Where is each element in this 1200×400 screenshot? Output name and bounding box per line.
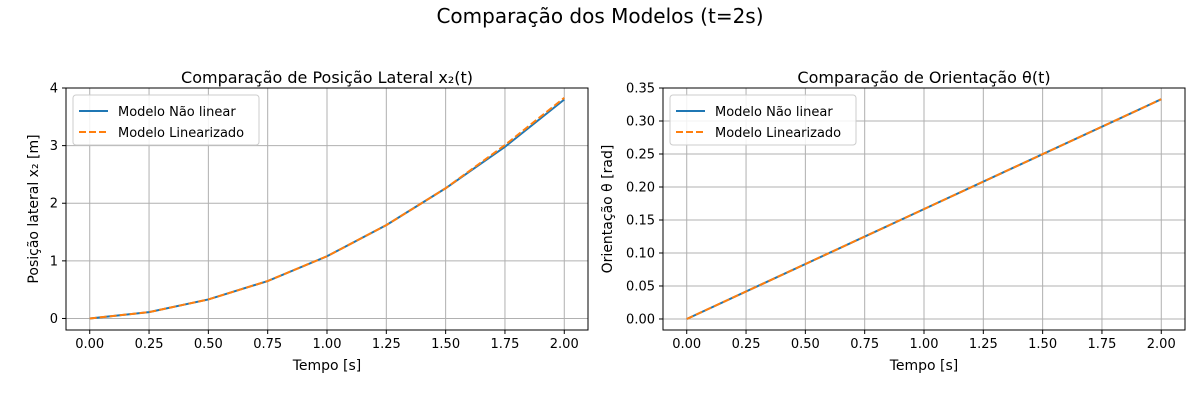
x-tick-label: 0.25 xyxy=(732,337,761,352)
x-tick-label: 0.50 xyxy=(791,337,820,352)
x-tick-label: 0.75 xyxy=(850,337,879,352)
x-tick-label: 0.00 xyxy=(75,337,104,352)
y-tick-label: 0.20 xyxy=(626,180,655,195)
y-tick-label: 0.15 xyxy=(626,213,655,228)
y-tick-label: 1 xyxy=(50,254,58,269)
plot-title: Comparação de Posição Lateral x₂(t) xyxy=(181,68,473,87)
legend-label-nonlinear: Modelo Não linear xyxy=(118,105,236,120)
series-line-linearized xyxy=(686,98,1162,320)
legend-box xyxy=(72,94,260,146)
y-tick-label: 0.25 xyxy=(626,147,655,162)
y-axis-label: Posição lateral x₂ [m] xyxy=(26,134,42,283)
y-tick-label: 0.10 xyxy=(626,246,655,261)
x-tick-label: 0.75 xyxy=(253,337,282,352)
x-tick-label: 1.75 xyxy=(1087,337,1116,352)
x-axis-label: Tempo [s] xyxy=(889,358,959,374)
y-tick-label: 0 xyxy=(50,312,58,327)
x-tick-label: 0.50 xyxy=(194,337,223,352)
x-tick-label: 0.00 xyxy=(672,337,701,352)
plot-lateral-position: 0.00 0.25 0.50 0.75 1.00 1.25 1.50 1.75 2.00 0 1 2 3… xyxy=(26,68,589,374)
y-tick-label: 0.30 xyxy=(626,114,655,129)
y-tick-label: 0.00 xyxy=(626,312,655,327)
y-tick-label: 4 xyxy=(50,82,58,97)
legend-label-linearized: Modelo Linearizado xyxy=(715,126,841,141)
x-tick-label: 2.00 xyxy=(1147,337,1176,352)
y-tick-label: 0.35 xyxy=(626,82,655,97)
x-axis-label: Tempo [s] xyxy=(292,358,362,374)
y-tick-label: 3 xyxy=(50,139,58,154)
x-tick-label: 0.25 xyxy=(135,337,164,352)
series-line-linearized xyxy=(89,97,565,320)
y-axis-label: Orientação θ [rad] xyxy=(600,145,616,274)
legend: Modelo Não linear Modelo Linearizado xyxy=(72,94,260,146)
x-tick-label: 1.75 xyxy=(490,337,519,352)
x-tick-label: 1.00 xyxy=(313,337,342,352)
figure-title: Comparação dos Modelos (t=2s) xyxy=(436,4,764,28)
x-tick-label: 1.00 xyxy=(910,337,939,352)
legend-box xyxy=(669,94,857,146)
x-tick-label: 1.50 xyxy=(1028,337,1057,352)
y-tick-label: 2 xyxy=(50,197,58,212)
legend-label-nonlinear: Modelo Não linear xyxy=(715,105,833,120)
x-tick-label: 2.00 xyxy=(550,337,579,352)
x-tick-label: 1.25 xyxy=(372,337,401,352)
x-tick-label: 1.50 xyxy=(431,337,460,352)
y-tick-label: 0.05 xyxy=(626,279,655,294)
legend-label-linearized: Modelo Linearizado xyxy=(118,126,244,141)
x-tick-label: 1.25 xyxy=(969,337,998,352)
legend: Modelo Não linear Modelo Linearizado xyxy=(669,94,857,146)
plot-title: Comparação de Orientação θ(t) xyxy=(797,68,1050,87)
plot-orientation: 0.00 0.25 0.50 0.75 1.00 1.25 1.50 1.75 2.00 0.00… xyxy=(600,68,1186,374)
